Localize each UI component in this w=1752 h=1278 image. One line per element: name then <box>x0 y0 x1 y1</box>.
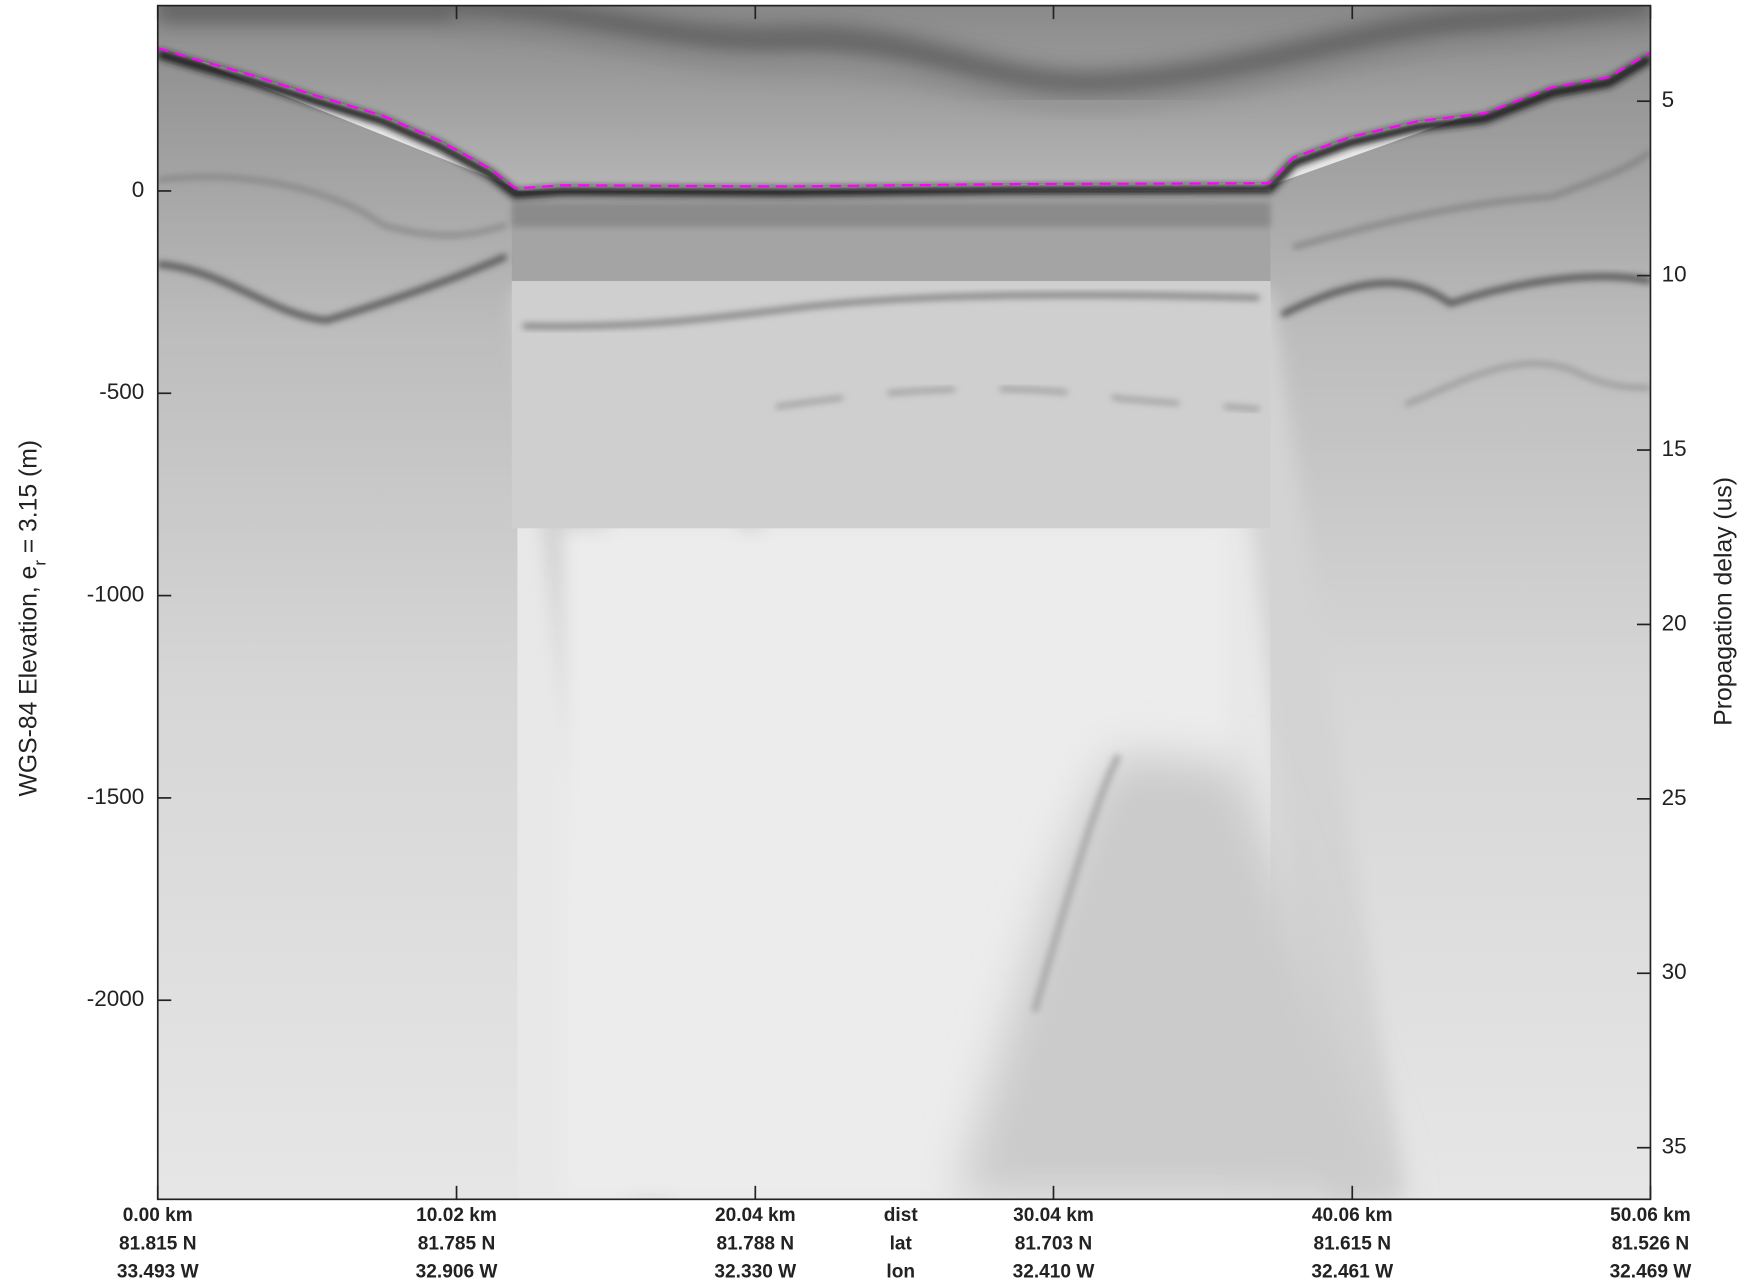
sky-wave <box>157 5 1651 100</box>
layer <box>523 292 1260 329</box>
row-name: dist <box>884 1205 919 1226</box>
cone <box>955 753 1395 1200</box>
y2-tick-label: 25 <box>1662 785 1687 810</box>
lon-label: 32.469 W <box>1610 1261 1692 1278</box>
layer <box>1280 273 1651 318</box>
lon-label: 32.410 W <box>1013 1261 1095 1278</box>
y-axis-title: WGS-84 Elevation, er = 3.15 (m) <box>15 440 49 797</box>
plot-frame <box>156 4 1652 1201</box>
surface-echo <box>157 49 1651 199</box>
x-tick-label: 40.06 km <box>1312 1205 1393 1226</box>
lat-label: 81.526 N <box>1612 1233 1690 1254</box>
y-tick-label: -1000 <box>87 582 144 607</box>
center-upper-dark <box>511 202 1271 228</box>
lon-label: 32.330 W <box>714 1261 796 1278</box>
row-name: lon <box>886 1261 915 1278</box>
x-tick-label: 0.00 km <box>123 1205 193 1226</box>
lat-label: 81.788 N <box>717 1233 795 1254</box>
lat-label: 81.815 N <box>119 1233 197 1254</box>
y2-tick-label: 15 <box>1662 436 1687 461</box>
side-right <box>1270 50 1651 1200</box>
y2-tick-label: 5 <box>1662 87 1675 112</box>
x-tick-label: 50.06 km <box>1610 1205 1691 1226</box>
y2-tick-label: 30 <box>1662 959 1687 984</box>
center-mid <box>511 281 1271 529</box>
surface-line <box>157 47 1652 190</box>
radargram <box>157 5 1651 1200</box>
y2-tick-label: 20 <box>1662 610 1687 635</box>
cone-edge <box>1031 753 1122 1013</box>
side-left <box>157 44 518 1200</box>
y2-tick-label: 10 <box>1662 262 1687 287</box>
row-name: lat <box>890 1233 913 1254</box>
layer <box>157 175 507 238</box>
lon-label: 32.906 W <box>416 1261 498 1278</box>
y-tick-label: -1500 <box>87 784 144 809</box>
axes: 0 -500 -1000 -1500 -2000 5 10 15 20 25 30 35 0.00 km… <box>87 4 1692 1278</box>
x-tick-label: 30.04 km <box>1013 1205 1094 1226</box>
sky-wave <box>449 14 1651 112</box>
lat-label: 81.615 N <box>1314 1233 1392 1254</box>
lat-label: 81.703 N <box>1015 1233 1093 1254</box>
layer <box>157 253 508 324</box>
y-axis-title-sub: r <box>30 560 49 566</box>
layer <box>1292 150 1651 249</box>
y-tick-label: -2000 <box>87 986 144 1011</box>
y2-axis-title: Propagation delay (us) <box>1710 477 1737 726</box>
y-tick-label: -500 <box>99 379 144 404</box>
lon-label: 32.461 W <box>1311 1261 1393 1278</box>
x-tick-label: 10.02 km <box>416 1205 497 1226</box>
y-axis-title-main: WGS-84 Elevation, e <box>15 566 42 797</box>
x-tick-label: 20.04 km <box>715 1205 796 1226</box>
y2-tick-label: 35 <box>1662 1134 1687 1159</box>
y-tick-label: 0 <box>132 177 145 202</box>
lon-label: 33.493 W <box>117 1261 199 1278</box>
layer <box>1404 361 1651 407</box>
y-axis-title-rest: = 3.15 (m) <box>15 440 42 553</box>
lat-label: 81.785 N <box>418 1233 495 1254</box>
